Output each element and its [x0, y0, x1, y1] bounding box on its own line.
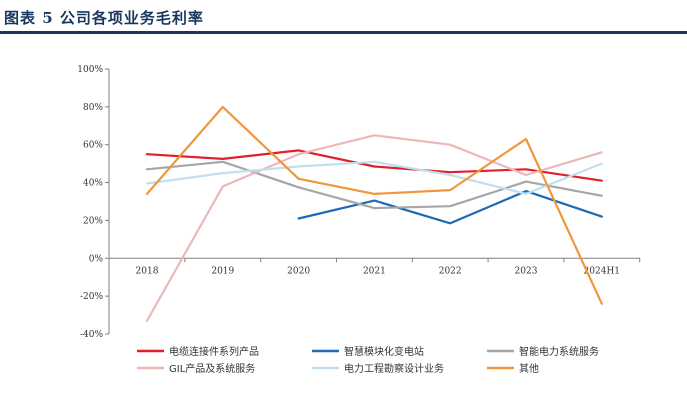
y-tick-label: 20%: [83, 216, 103, 226]
series-line: [145, 149, 603, 182]
legend-label: 智慧模块化变电站: [344, 345, 424, 358]
x-tick-label: 2020: [287, 266, 310, 276]
legend-label: 智能电力系统服务: [519, 345, 599, 358]
x-tick-label: 2022: [439, 266, 462, 276]
series-line: [145, 160, 603, 195]
y-tick-label: 80%: [83, 103, 103, 113]
x-tick-label: 2018: [136, 266, 159, 276]
title-underline: [0, 31, 687, 34]
legend-label: 电缆连接件系列产品: [169, 345, 259, 358]
legend-label: GIL产品及系统服务: [169, 362, 255, 375]
series-line: [145, 134, 603, 322]
x-tick-label: 2019: [211, 266, 234, 276]
legend-label: 其他: [519, 362, 539, 375]
y-tick-label: -20%: [80, 292, 103, 302]
y-tick-label: -40%: [80, 330, 103, 340]
x-tick-label: 2024H1: [584, 266, 620, 276]
legend-label: 电力工程勘察设计业务: [344, 362, 444, 375]
series-line: [145, 160, 603, 210]
x-tick-label: 2021: [363, 266, 386, 276]
figure-header: 图表 5 公司各项业务毛利率: [0, 0, 687, 34]
x-tick-label: 2023: [515, 266, 538, 276]
y-tick-label: 60%: [83, 141, 103, 151]
figure-title: 图表 5 公司各项业务毛利率: [4, 9, 204, 27]
series-line: [145, 105, 603, 305]
axes: -40% -20% 0% 20% 40% 60% 80% 100% 2018 2019 2020 20…: [77, 65, 641, 340]
y-tick-label: 100%: [77, 65, 103, 75]
y-tick-label: 0%: [89, 254, 104, 264]
series-line: [297, 190, 603, 225]
y-tick-label: 40%: [83, 179, 103, 189]
series-lines: [145, 105, 603, 322]
legend: 电缆连接件系列产品 智慧模块化变电站 智能电力系统服务 GIL产品及系统服务 电力工程勘…: [137, 345, 599, 375]
